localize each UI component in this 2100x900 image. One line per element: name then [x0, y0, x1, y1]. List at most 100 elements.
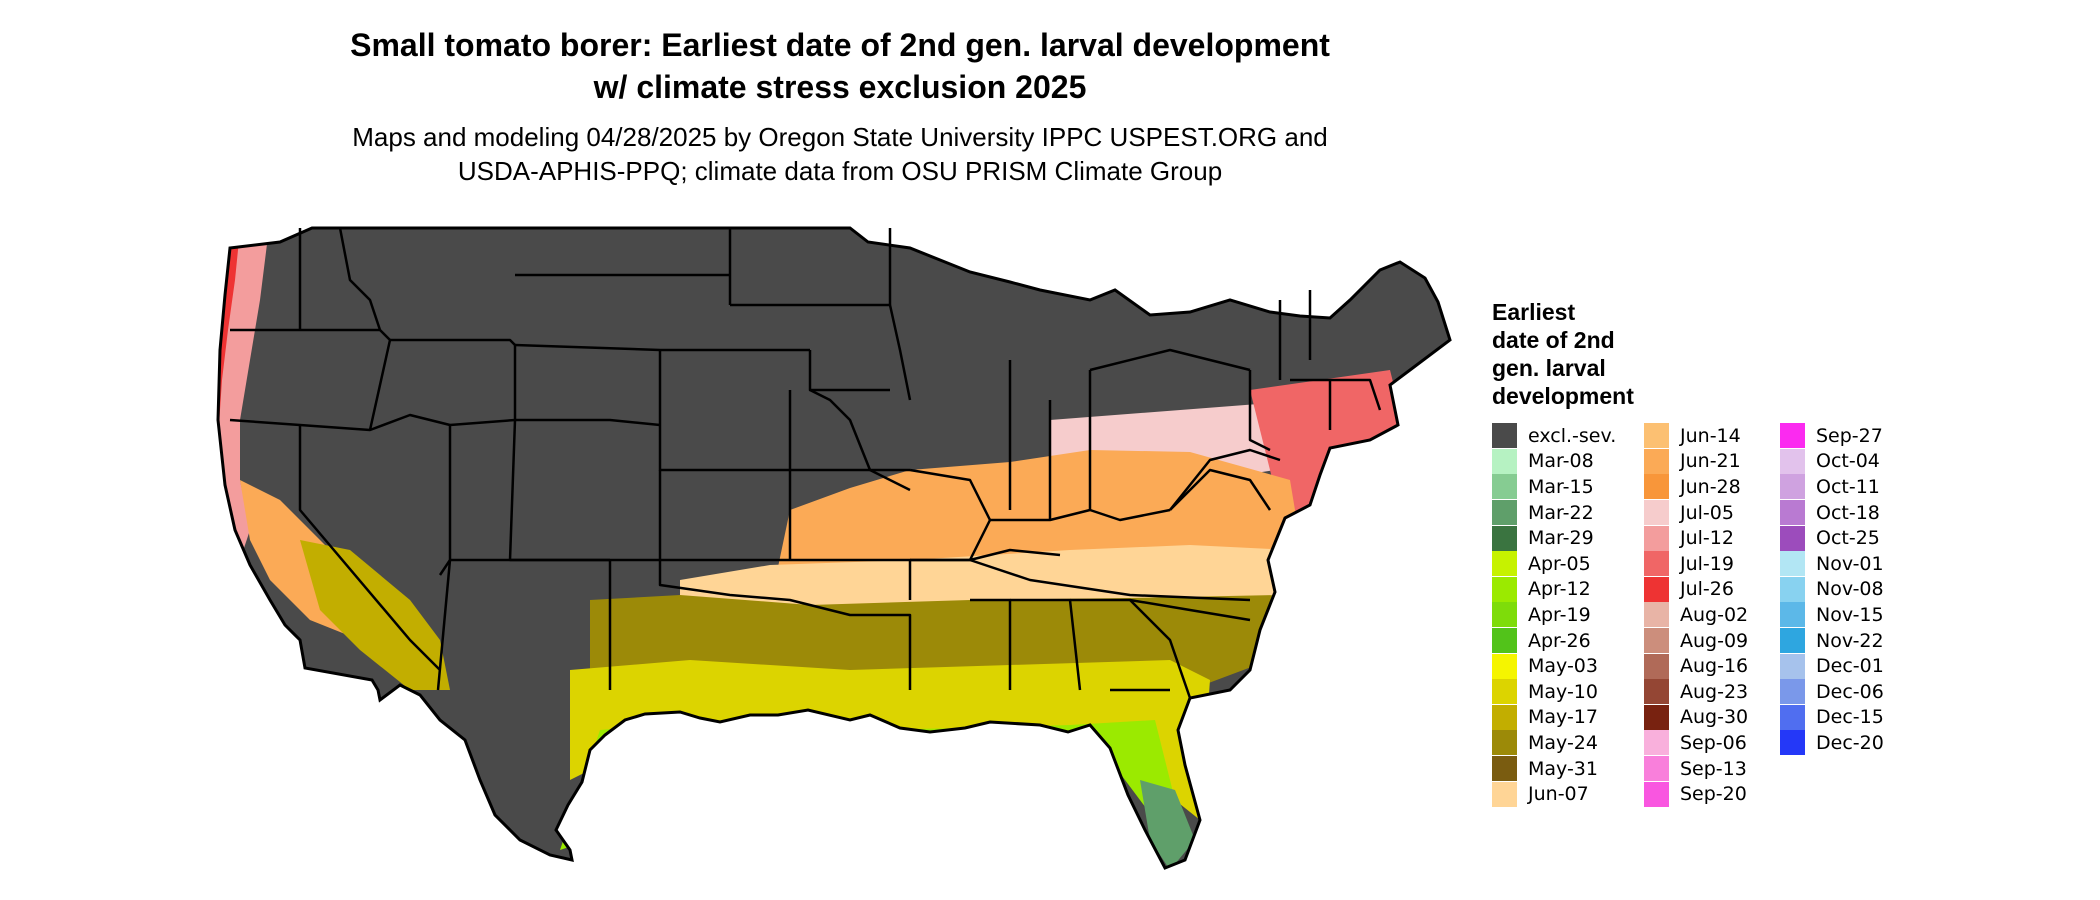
legend-swatch — [1644, 500, 1669, 526]
legend-swatch — [1644, 423, 1669, 449]
legend-swatch — [1780, 474, 1805, 500]
legend-item: Apr-05 — [1492, 551, 1616, 577]
legend-item: Jun-14 — [1644, 423, 1748, 449]
legend-swatch — [1644, 653, 1669, 679]
us-outline — [216, 226, 1452, 870]
legend-item: Jul-05 — [1644, 500, 1748, 526]
legend-swatch — [1644, 704, 1669, 730]
legend-label: Oct-25 — [1816, 527, 1880, 550]
legend-label: Oct-18 — [1816, 501, 1880, 524]
legend-label: Jun-07 — [1528, 783, 1589, 806]
legend-item: Oct-18 — [1780, 500, 1884, 526]
legend-swatch — [1780, 679, 1805, 705]
legend-item: Aug-09 — [1644, 628, 1748, 654]
map-title-line-1: Small tomato borer: Earliest date of 2nd… — [350, 27, 1330, 63]
legend-swatch — [1644, 679, 1669, 705]
legend-label: Apr-19 — [1528, 603, 1591, 626]
legend-item: Apr-12 — [1492, 576, 1616, 603]
legend-label: May-03 — [1528, 655, 1598, 678]
legend-item: Mar-22 — [1492, 500, 1616, 526]
legend-label: excl.-sev. — [1528, 424, 1617, 447]
legend-item: May-31 — [1492, 756, 1616, 782]
legend-label: Nov-15 — [1816, 603, 1884, 626]
legend-swatch — [1492, 730, 1517, 756]
legend-swatch — [1780, 423, 1805, 449]
map-subtitle-line-2: USDA-APHIS-PPQ; climate data from OSU PR… — [457, 156, 1223, 186]
map-title: Small tomato borer: Earliest date of 2nd… — [230, 24, 1450, 108]
legend-swatch — [1492, 679, 1517, 705]
legend-item: Mar-08 — [1492, 448, 1616, 475]
region-gulf-band — [570, 660, 1210, 820]
legend-item: Jun-07 — [1492, 781, 1616, 807]
legend-item: Apr-26 — [1492, 628, 1616, 654]
legend-label: Aug-30 — [1680, 706, 1749, 729]
legend-label: Aug-16 — [1680, 655, 1749, 678]
legend-item: May-24 — [1492, 730, 1616, 756]
legend-swatch — [1644, 781, 1669, 807]
legend-label: Jul-12 — [1680, 527, 1734, 550]
map-subtitle: Maps and modeling 04/28/2025 by Oregon S… — [230, 120, 1450, 188]
legend-label: Sep-27 — [1816, 424, 1883, 447]
legend-label: Mar-29 — [1528, 527, 1594, 550]
legend-label: Jul-05 — [1680, 501, 1734, 524]
legend-swatch — [1644, 551, 1669, 577]
legend-item: Jul-26 — [1644, 576, 1748, 603]
legend-item: May-03 — [1492, 653, 1616, 679]
legend-swatch — [1492, 704, 1517, 730]
legend-label: Jun-28 — [1680, 475, 1741, 498]
legend-label: Dec-06 — [1816, 680, 1884, 703]
legend-swatch — [1644, 602, 1669, 628]
legend-item: Sep-20 — [1644, 781, 1748, 807]
legend-column-1: excl.-sev. Mar-08 Mar-15 Mar-22 Mar-29 Apr-05… — [1492, 423, 1616, 807]
legend-column-2: Jun-14 Jun-21 Jun-28 Jul-05 Jul-12 Jul-19 Jul-… — [1644, 423, 1748, 807]
legend-item: Mar-15 — [1492, 474, 1616, 500]
legend-swatch — [1780, 448, 1805, 474]
legend-label: Nov-01 — [1816, 552, 1884, 575]
legend-swatch — [1492, 525, 1517, 551]
legend-label: May-24 — [1528, 731, 1598, 754]
legend-label: Nov-22 — [1816, 629, 1884, 652]
legend-label: Mar-15 — [1528, 475, 1594, 498]
legend-title-line-2: date of 2nd — [1492, 327, 1615, 353]
legend-label: May-31 — [1528, 757, 1598, 780]
legend-item: Jul-12 — [1644, 525, 1748, 551]
region-desert-southwest — [300, 540, 450, 690]
legend-title-line-1: Earliest — [1492, 299, 1576, 325]
legend-item: Aug-02 — [1644, 602, 1748, 628]
legend-item: Sep-06 — [1644, 730, 1748, 756]
legend-title-line-3: gen. larval — [1492, 355, 1606, 381]
map-title-line-2: w/ climate stress exclusion 2025 — [593, 69, 1087, 105]
legend-swatch — [1780, 730, 1805, 756]
legend-item: Nov-01 — [1780, 551, 1884, 577]
legend-item: Dec-01 — [1780, 653, 1884, 679]
legend-swatch — [1492, 602, 1517, 628]
legend-item: Oct-11 — [1780, 474, 1884, 500]
legend-label: Nov-08 — [1816, 578, 1884, 601]
legend-item: Dec-06 — [1780, 679, 1884, 705]
legend-swatch — [1780, 576, 1805, 602]
us-map — [216, 226, 1452, 870]
legend-label: Dec-20 — [1816, 731, 1884, 754]
legend-label: Aug-02 — [1680, 603, 1749, 626]
legend-label: Sep-06 — [1680, 731, 1747, 754]
legend-item: Mar-29 — [1492, 525, 1616, 551]
legend-label: Jun-14 — [1680, 424, 1741, 447]
state-borders — [229, 227, 1382, 699]
legend-item: Nov-22 — [1780, 628, 1884, 654]
legend-swatch — [1780, 628, 1805, 654]
legend-label: Mar-08 — [1528, 450, 1594, 473]
legend-swatch — [1644, 525, 1669, 551]
legend-label: Apr-26 — [1528, 629, 1591, 652]
legend-swatch — [1644, 448, 1669, 474]
legend-item: Sep-27 — [1780, 423, 1884, 449]
legend-label: Apr-05 — [1528, 552, 1591, 575]
legend-label: Aug-09 — [1680, 629, 1749, 652]
legend-swatch — [1492, 781, 1517, 807]
legend-label: May-17 — [1528, 706, 1598, 729]
legend-swatch — [1492, 576, 1517, 602]
legend-title-line-4: development — [1492, 383, 1634, 409]
legend-item: Oct-25 — [1780, 525, 1884, 551]
legend-title: Earliest date of 2nd gen. larval develop… — [1492, 298, 1722, 410]
legend-item: May-10 — [1492, 679, 1616, 705]
legend-swatch — [1492, 448, 1517, 474]
